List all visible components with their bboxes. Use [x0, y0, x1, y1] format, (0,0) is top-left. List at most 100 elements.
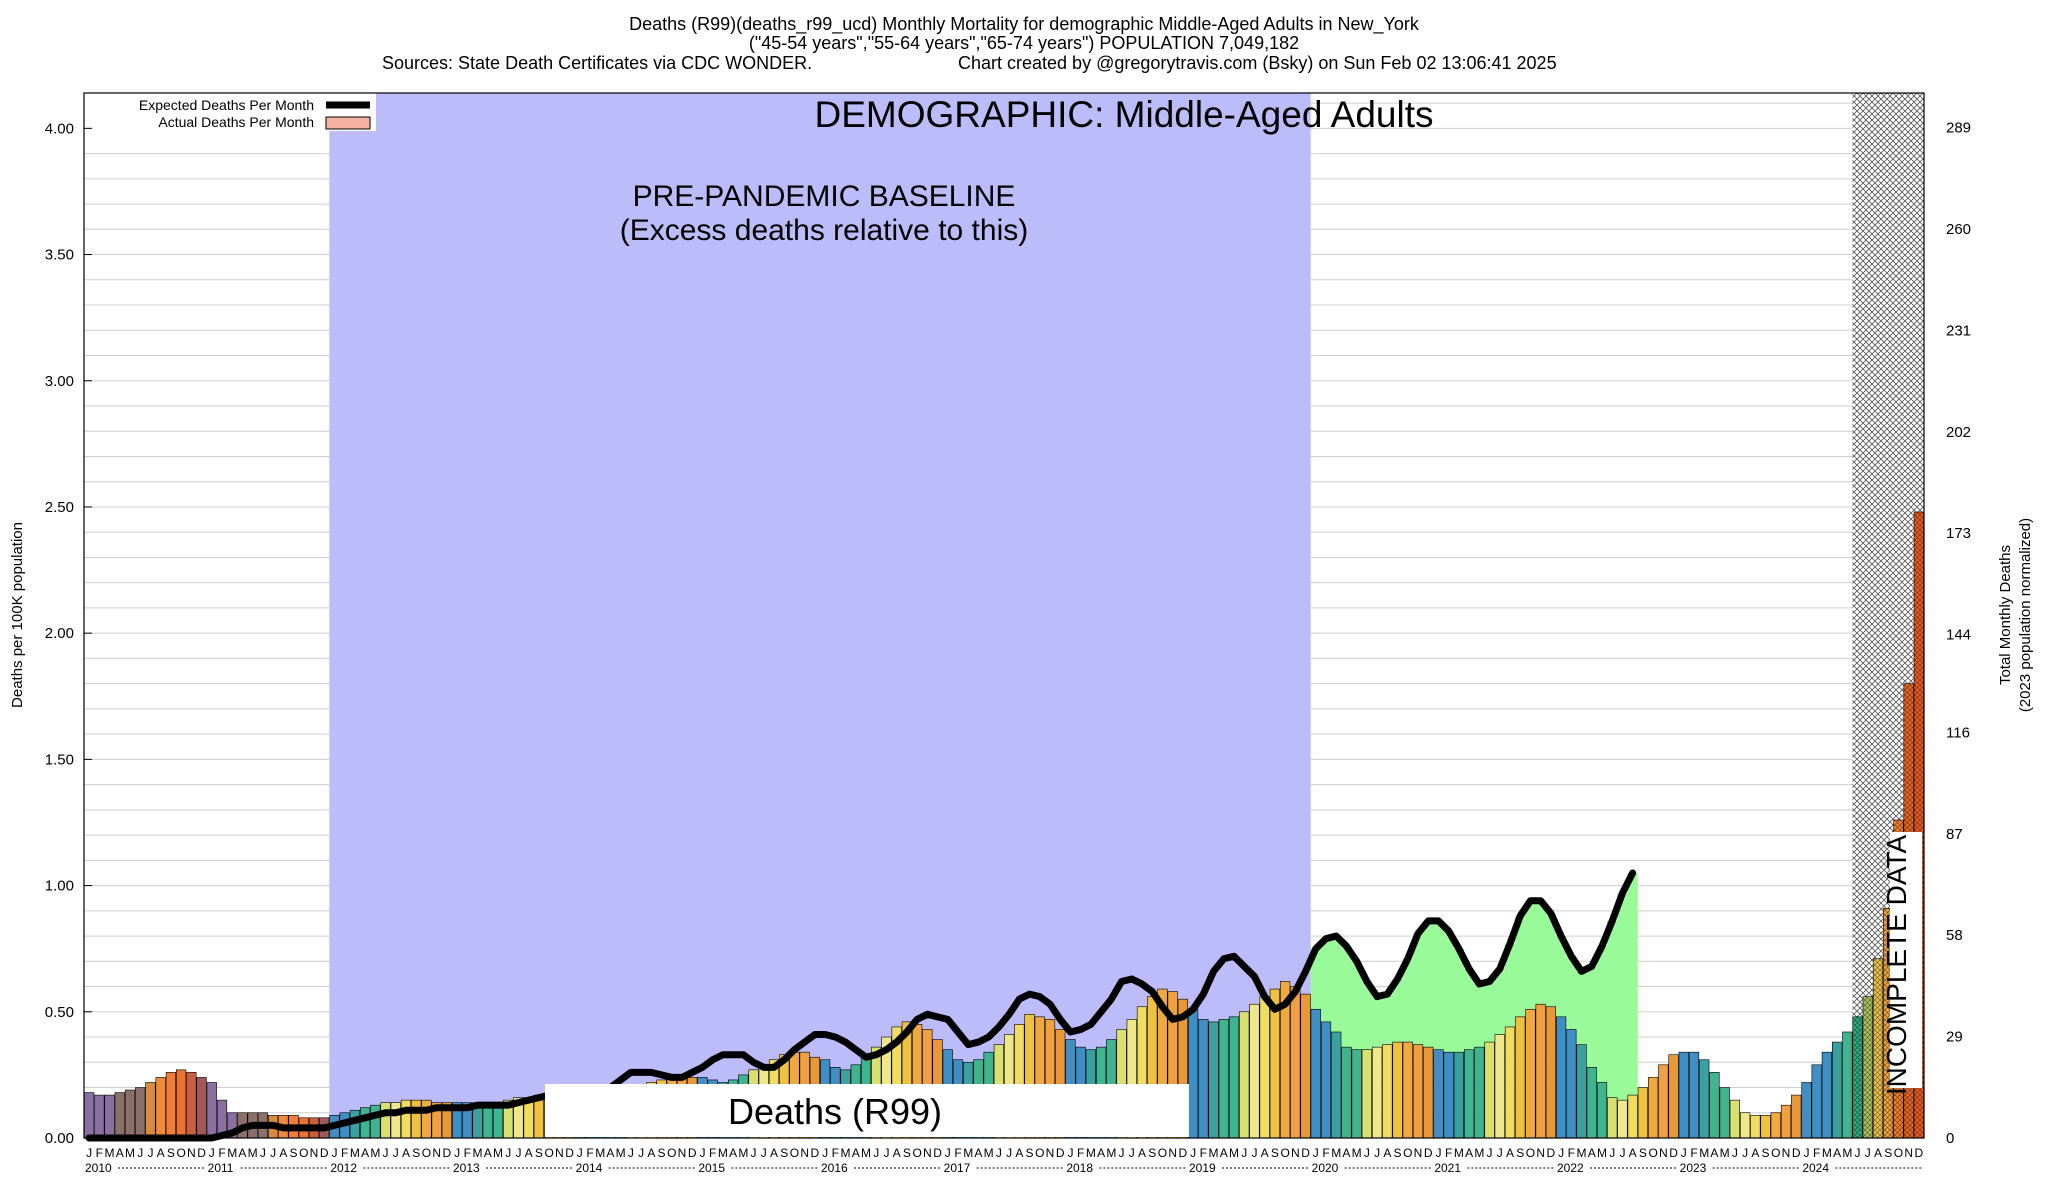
- x-month-label: O: [1158, 1146, 1167, 1160]
- data-bar: [1750, 1114, 1761, 1139]
- x-month-label: M: [493, 1146, 503, 1160]
- x-month-label: O: [1894, 1146, 1903, 1160]
- x-month-label: J: [393, 1146, 399, 1160]
- data-bar: [1361, 1049, 1372, 1139]
- x-month-label: M: [718, 1146, 728, 1160]
- data-bar: [1688, 1051, 1700, 1139]
- x-month-label: J: [260, 1146, 266, 1160]
- x-month-label: M: [1229, 1146, 1239, 1160]
- x-month-label: A: [525, 1146, 533, 1160]
- x-month-label: N: [1168, 1146, 1177, 1160]
- demographic-label: DEMOGRAPHIC: Middle-Aged Adults: [815, 94, 1434, 135]
- data-bar: [1842, 1031, 1853, 1139]
- x-month-label: O: [422, 1146, 431, 1160]
- data-bar-hatch: [1914, 512, 1924, 1138]
- x-month-label: M: [1577, 1146, 1587, 1160]
- x-month-label: M: [963, 1146, 973, 1160]
- x-month-label: D: [1792, 1146, 1801, 1160]
- x-month-label: O: [1280, 1146, 1289, 1160]
- x-month-label: A: [770, 1146, 778, 1160]
- x-month-label: A: [1506, 1146, 1514, 1160]
- x-month-label: A: [1383, 1146, 1391, 1160]
- x-year-label: 2012: [330, 1161, 357, 1175]
- x-month-label: A: [1097, 1146, 1105, 1160]
- data-bar: [1658, 1064, 1669, 1139]
- x-month-label: J: [1803, 1146, 1809, 1160]
- data-bar: [1648, 1077, 1659, 1139]
- data-bar: [1290, 986, 1301, 1139]
- data-bar: [1576, 1044, 1587, 1139]
- x-month-label: M: [841, 1146, 851, 1160]
- x-month-label: A: [1015, 1146, 1023, 1160]
- x-month-label: A: [1874, 1146, 1882, 1160]
- x-month-label: J: [1609, 1146, 1615, 1160]
- data-bar: [1535, 1003, 1546, 1139]
- x-year-label: 2022: [1557, 1161, 1584, 1175]
- data-bar: [1586, 1067, 1597, 1139]
- x-month-label: F: [586, 1146, 593, 1160]
- x-month-label: A: [361, 1146, 369, 1160]
- x-month-label: N: [1046, 1146, 1055, 1160]
- data-bar: [114, 1092, 125, 1139]
- chart-title-line1: Deaths (R99)(deaths_r99_ucd) Monthly Mor…: [629, 14, 1419, 34]
- x-month-label: F: [1445, 1146, 1452, 1160]
- data-bar: [1525, 1008, 1536, 1139]
- x-year-label: 2013: [453, 1161, 480, 1175]
- data-bar: [1545, 1006, 1556, 1139]
- x-month-label: M: [1352, 1146, 1362, 1160]
- x-month-label: J: [137, 1146, 143, 1160]
- x-month-label: A: [116, 1146, 124, 1160]
- x-month-label: J: [1558, 1146, 1564, 1160]
- data-bar: [1494, 1034, 1505, 1139]
- x-month-label: J: [699, 1146, 705, 1160]
- x-month-label: M: [738, 1146, 748, 1160]
- x-month-label: D: [1179, 1146, 1188, 1160]
- x-year-label: 2015: [698, 1161, 725, 1175]
- data-bar: [1341, 1046, 1352, 1139]
- x-month-label: S: [1516, 1146, 1524, 1160]
- x-month-label: J: [1732, 1146, 1738, 1160]
- data-bar: [1770, 1112, 1781, 1139]
- expected-line: [85, 869, 1637, 1142]
- data-bar: [1556, 1016, 1567, 1139]
- x-month-label: A: [729, 1146, 737, 1160]
- x-month-label: F: [96, 1146, 103, 1160]
- data-bar: [1331, 1031, 1342, 1139]
- data-bar: [145, 1082, 156, 1139]
- x-month-label: M: [1331, 1146, 1341, 1160]
- x-month-label: A: [1588, 1146, 1596, 1160]
- x-month-label: D: [933, 1146, 942, 1160]
- x-month-label: D: [1301, 1146, 1310, 1160]
- x-month-label: M: [350, 1146, 360, 1160]
- data-bar: [1392, 1041, 1403, 1139]
- data-bar: [1310, 1008, 1321, 1139]
- x-year-label: 2017: [944, 1161, 971, 1175]
- x-month-label: A: [1342, 1146, 1350, 1160]
- x-month-label: F: [464, 1146, 471, 1160]
- x-month-label: J: [1241, 1146, 1247, 1160]
- x-month-label: S: [412, 1146, 420, 1160]
- chart-title-source: Sources: State Death Certificates via CD…: [382, 53, 813, 73]
- x-month-label: N: [1904, 1146, 1913, 1160]
- x-month-label: J: [873, 1146, 879, 1160]
- data-bar: [1351, 1049, 1362, 1139]
- baseline-region: [329, 93, 1311, 1138]
- data-bar: [1228, 1016, 1240, 1139]
- x-month-label: O: [1771, 1146, 1780, 1160]
- y2-tick-label: 87: [1946, 826, 1963, 843]
- y-tick-label: 0.50: [45, 1004, 74, 1021]
- x-month-label: O: [1403, 1146, 1412, 1160]
- data-bar: [1832, 1041, 1843, 1139]
- cause-label: Deaths (R99): [728, 1091, 942, 1132]
- x-month-label: J: [209, 1146, 215, 1160]
- x-year-label: 2018: [1066, 1161, 1093, 1175]
- x-year-label: 2021: [1434, 1161, 1461, 1175]
- x-month-label: J: [1251, 1146, 1257, 1160]
- x-month-label: M: [595, 1146, 605, 1160]
- data-bar: [359, 1107, 371, 1139]
- x-month-label: J: [1435, 1146, 1441, 1160]
- x-month-label: F: [1322, 1146, 1329, 1160]
- y2-tick-label: 289: [1946, 120, 1971, 137]
- y-tick-label: 3.50: [45, 247, 74, 264]
- data-bar: [1668, 1054, 1679, 1139]
